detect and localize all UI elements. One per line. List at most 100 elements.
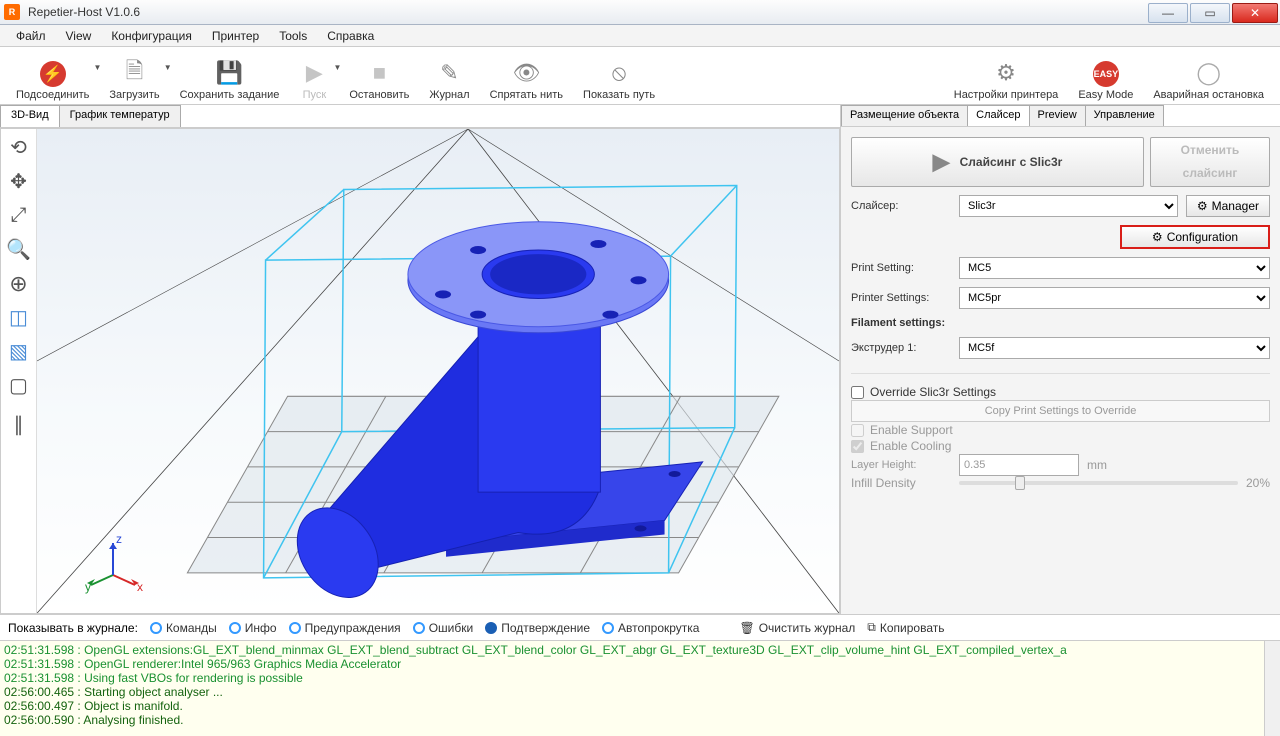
window-controls: — ▭ ✕: [1148, 2, 1280, 23]
printer-settings-button[interactable]: ⚙ Настройки принтера: [944, 49, 1069, 103]
emergency-stop-button[interactable]: ◯ Аварийная остановка: [1143, 49, 1274, 103]
zoom-fit-icon[interactable]: ⊕: [4, 269, 34, 299]
window-title: Repetier-Host V1.0.6: [24, 5, 1148, 19]
printer-settings-select[interactable]: MC5pr: [959, 287, 1270, 309]
gears-icon: ⚙: [992, 59, 1020, 87]
tab-preview[interactable]: Preview: [1029, 105, 1086, 126]
log-scrollbar[interactable]: [1264, 641, 1280, 736]
estop-icon: ◯: [1195, 59, 1223, 87]
copy-log-button[interactable]: ⧉Копировать: [867, 620, 944, 635]
plug-icon: ⚡: [40, 61, 66, 87]
menu-file[interactable]: Файл: [6, 27, 56, 45]
left-pane: 3D-Вид График температур ⟲ ✥ ⤢ 🔍 ⊕ ◫ ▧ ▢…: [0, 105, 840, 614]
menu-printer[interactable]: Принтер: [202, 27, 269, 45]
slicer-label: Слайсер:: [851, 200, 951, 212]
tab-temp-graph[interactable]: График температур: [59, 105, 181, 127]
log-line: 02:56:00.497 : Object is manifold.: [4, 699, 1276, 713]
move-icon[interactable]: ✥: [4, 167, 34, 197]
layer-height-unit: mm: [1087, 458, 1107, 472]
stop-button[interactable]: ■ Остановить: [339, 49, 419, 103]
menu-help[interactable]: Справка: [317, 27, 384, 45]
configuration-button[interactable]: ⚙Configuration: [1120, 225, 1270, 249]
filter-commands[interactable]: Команды: [150, 621, 217, 635]
easy-mode-button[interactable]: EASY Easy Mode: [1068, 49, 1143, 103]
infill-density-label: Infill Density: [851, 476, 951, 490]
log-line: 02:51:31.598 : OpenGL extensions:GL_EXT_…: [4, 643, 1276, 657]
menu-config[interactable]: Конфигурация: [101, 27, 202, 45]
clear-log-button[interactable]: 🗑Очистить журнал: [739, 621, 855, 635]
parallel-lines-icon[interactable]: ∥: [4, 410, 34, 440]
right-tabs: Размещение объекта Слайсер Preview Управ…: [841, 105, 1280, 127]
minimize-button[interactable]: —: [1148, 3, 1188, 23]
override-checkbox-row[interactable]: Override Slic3r Settings: [851, 384, 1270, 400]
layer-height-input: [959, 454, 1079, 476]
eye-off-icon: ⦸: [605, 59, 633, 87]
window-titlebar: R Repetier-Host V1.0.6 — ▭ ✕: [0, 0, 1280, 25]
floppy-icon: 💾: [215, 59, 243, 87]
maximize-button[interactable]: ▭: [1190, 3, 1230, 23]
app-icon: R: [4, 4, 20, 20]
zoom-icon[interactable]: 🔍: [4, 235, 34, 265]
log-panel[interactable]: 02:51:31.598 : OpenGL extensions:GL_EXT_…: [0, 640, 1280, 736]
save-button[interactable]: 💾 Сохранить задание: [170, 49, 290, 103]
main-toolbar: ⚡ ▼Подсоединить 🗎▼ Загрузить 💾 Сохранить…: [0, 47, 1280, 105]
extruder1-label: Экструдер 1:: [851, 342, 951, 354]
view-solid-icon[interactable]: ▧: [4, 337, 34, 367]
enable-cooling-checkbox: [851, 440, 864, 453]
log-line: 02:51:31.598 : Using fast VBOs for rende…: [4, 671, 1276, 685]
view-area: ⟲ ✥ ⤢ 🔍 ⊕ ◫ ▧ ▢ ∥: [0, 128, 840, 614]
menu-view[interactable]: View: [56, 27, 102, 45]
slicer-panel: ▶ Слайсинг с Slic3r Отменитьслайсинг Сла…: [841, 127, 1280, 500]
gear-icon: ⚙: [1197, 199, 1208, 213]
slice-button[interactable]: ▶ Слайсинг с Slic3r: [851, 137, 1144, 187]
print-setting-select[interactable]: MC5: [959, 257, 1270, 279]
gear-icon: ⚙: [1152, 230, 1163, 244]
eye-icon: 👁: [512, 59, 540, 87]
filter-warnings[interactable]: Предупраждения: [289, 621, 401, 635]
rotate-move-icon[interactable]: ⤢: [4, 201, 34, 231]
printer-settings-label: Printer Settings:: [851, 292, 951, 304]
filament-settings-label: Filament settings:: [851, 317, 945, 329]
content-area: 3D-Вид График температур ⟲ ✥ ⤢ 🔍 ⊕ ◫ ▧ ▢…: [0, 105, 1280, 614]
filter-errors[interactable]: Ошибки: [413, 621, 474, 635]
viewport-3d[interactable]: x y z: [37, 129, 839, 613]
copy-icon: ⧉: [867, 620, 876, 635]
enable-support-checkbox: [851, 424, 864, 437]
run-button[interactable]: ▶▼ Пуск: [289, 49, 339, 103]
filter-info[interactable]: Инфо: [229, 621, 277, 635]
view-wire-icon[interactable]: ▢: [4, 371, 34, 401]
infill-value: 20%: [1246, 476, 1270, 490]
play-icon: ▶: [300, 59, 328, 87]
slicer-select[interactable]: Slic3r: [959, 195, 1178, 217]
layer-height-label: Layer Height:: [851, 459, 951, 471]
scene-svg: [37, 129, 839, 613]
tab-3d-view[interactable]: 3D-Вид: [0, 105, 60, 127]
trash-icon: 🗑: [739, 621, 754, 635]
print-setting-label: Print Setting:: [851, 262, 951, 274]
hide-filament-button[interactable]: 👁 Спрятать нить: [480, 49, 573, 103]
view-tabs: 3D-Вид График температур: [0, 105, 840, 128]
manager-button[interactable]: ⚙Manager: [1186, 195, 1270, 217]
override-checkbox[interactable]: [851, 386, 864, 399]
load-button[interactable]: 🗎▼ Загрузить: [99, 49, 169, 103]
log-show-label: Показывать в журнале:: [8, 621, 138, 635]
tab-slicer[interactable]: Слайсер: [967, 105, 1029, 126]
tab-control[interactable]: Управление: [1085, 105, 1164, 126]
view-persp-icon[interactable]: ◫: [4, 303, 34, 333]
log-button[interactable]: ✎ Журнал: [419, 49, 479, 103]
close-button[interactable]: ✕: [1232, 3, 1278, 23]
copy-override-button[interactable]: Copy Print Settings to Override: [851, 400, 1270, 422]
cancel-slice-button[interactable]: Отменитьслайсинг: [1150, 137, 1270, 187]
viewport-toolbar: ⟲ ✥ ⤢ 🔍 ⊕ ◫ ▧ ▢ ∥: [1, 129, 37, 613]
filter-autoscroll[interactable]: Автопрокрутка: [602, 621, 699, 635]
log-line: 02:56:00.590 : Analysing finished.: [4, 713, 1276, 727]
reset-view-icon[interactable]: ⟲: [4, 133, 34, 163]
connect-button[interactable]: ⚡ ▼Подсоединить: [6, 49, 99, 103]
extruder1-select[interactable]: MC5f: [959, 337, 1270, 359]
menu-tools[interactable]: Tools: [269, 27, 317, 45]
show-path-button[interactable]: ⦸ Показать путь: [573, 49, 665, 103]
filter-ack[interactable]: Подтверждение: [485, 621, 590, 635]
right-pane: Размещение объекта Слайсер Preview Управ…: [840, 105, 1280, 614]
tab-object-placement[interactable]: Размещение объекта: [841, 105, 968, 126]
svg-text:y: y: [85, 580, 91, 594]
